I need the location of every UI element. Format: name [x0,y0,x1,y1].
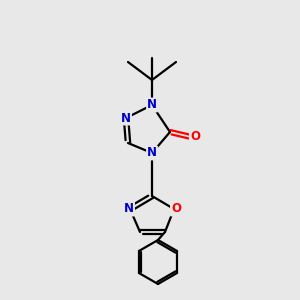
Text: O: O [190,130,200,143]
Text: N: N [121,112,131,124]
Text: N: N [124,202,134,215]
Text: N: N [147,146,157,160]
Text: N: N [147,98,157,112]
Text: O: O [171,202,181,215]
